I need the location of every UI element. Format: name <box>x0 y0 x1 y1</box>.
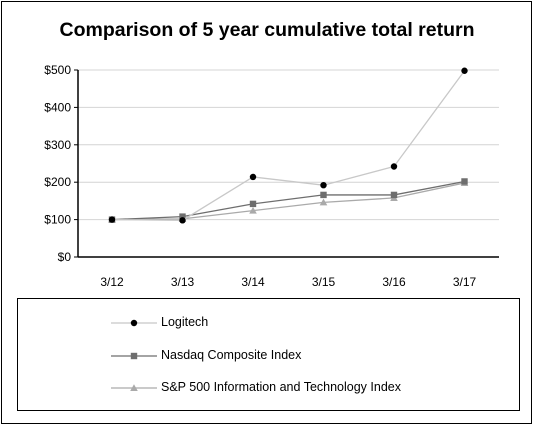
data-point <box>249 206 257 214</box>
series-group <box>108 67 469 224</box>
y-tick-label: $400 <box>44 100 71 114</box>
data-point <box>179 217 186 224</box>
gridlines <box>78 69 499 221</box>
data-point <box>249 173 257 181</box>
x-tick-label: 3/16 <box>382 275 406 289</box>
chart-title: Comparison of 5 year cumulative total re… <box>59 19 474 41</box>
data-point <box>390 191 398 199</box>
series-3 <box>108 179 469 223</box>
data-point <box>249 200 257 208</box>
data-point <box>319 198 328 206</box>
series-line <box>111 182 465 221</box>
y-tick-label: $200 <box>44 175 71 189</box>
data-point <box>390 163 398 170</box>
legend-label: S&P 500 Information and Technology Index <box>161 380 401 394</box>
x-tick-label: 3/14 <box>241 275 265 289</box>
x-tick-label: 3/13 <box>171 275 195 289</box>
y-tick-label: $0 <box>58 250 72 264</box>
y-axis-ticks: $0 $100 $200 $300 $400 $500 <box>44 63 78 264</box>
y-tick-label: $500 <box>44 63 71 77</box>
legend: Logitech Nasdaq Composite Index S&P 500 In… <box>17 298 520 411</box>
series-line <box>111 180 465 221</box>
data-point <box>461 178 468 185</box>
x-tick-label: 3/15 <box>312 275 336 289</box>
axes <box>77 70 499 258</box>
series-2 <box>108 178 468 223</box>
y-tick-label: $300 <box>44 138 71 152</box>
data-point <box>179 213 186 220</box>
x-tick-label: 3/17 <box>453 275 477 289</box>
legend-swatch-marker <box>130 352 138 360</box>
legend-swatch <box>111 352 157 360</box>
data-point <box>461 67 468 74</box>
legend-label: Nasdaq Composite Index <box>161 348 302 362</box>
y-tick-label: $100 <box>44 213 71 227</box>
legend-swatch <box>111 319 157 327</box>
data-point <box>320 181 327 189</box>
data-point <box>320 191 327 199</box>
legend-swatch-marker <box>130 384 138 392</box>
x-axis-ticks: 3/12 3/13 3/14 3/15 3/16 3/17 <box>100 275 476 289</box>
data-point <box>108 216 116 223</box>
legend-swatch-marker <box>130 319 138 327</box>
series-line <box>111 70 466 221</box>
legend-swatch <box>111 384 157 392</box>
x-tick-label: 3/12 <box>100 275 124 289</box>
series-1 <box>108 67 468 224</box>
legend-label: Logitech <box>161 315 209 329</box>
